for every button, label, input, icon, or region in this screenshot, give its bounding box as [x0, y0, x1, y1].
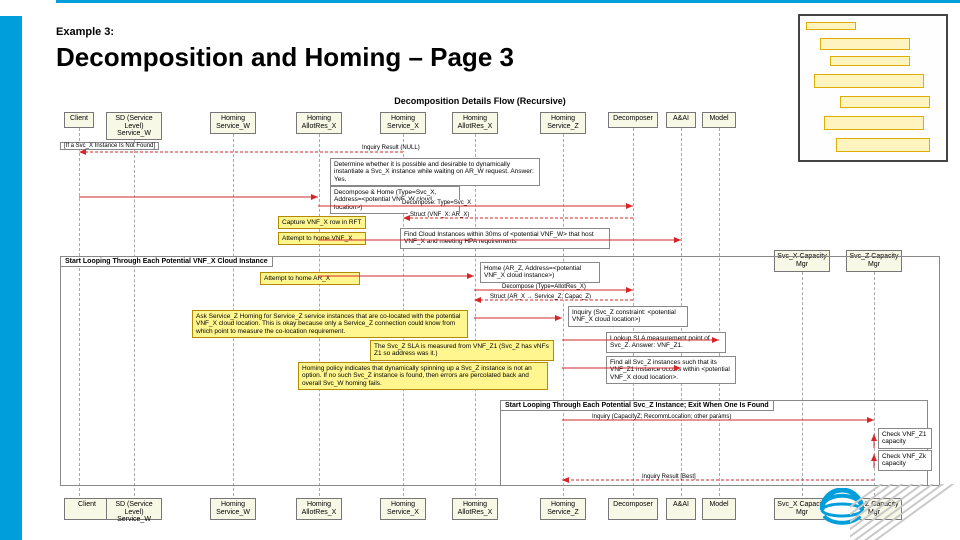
msg-decompose-svcx: Decompose: Type=Svc_X: [400, 200, 473, 206]
slide: Example 3: Decomposition and Homing – Pa…: [0, 0, 960, 540]
corner-stripes: [850, 484, 960, 540]
note-determine: Determine whether it is possible and des…: [330, 158, 540, 186]
lifeline-haxx: Homing AllotRes_X: [452, 112, 498, 134]
lifeline-bottom-asai: A&AI: [666, 498, 696, 520]
note-home-arz: Home (AR_Z, Address=<potential VNF_X clo…: [480, 262, 600, 283]
msg-struct-arx: Struct (AR_X → Service_Z; Capac_Z): [488, 294, 593, 300]
lifeline-bottom-model: Model: [702, 498, 736, 520]
note-capture-vnfx: Capture VNF_X row in RFT: [278, 216, 366, 229]
lifeline-model: Model: [702, 112, 736, 128]
note-find-cloud: Find Cloud Instances within 30ms of <pot…: [400, 228, 610, 249]
msg-inquiry-capacity: Inquiry (CapacityZ; RecommLocation; othe…: [590, 414, 733, 420]
diagram-title: Decomposition Details Flow (Recursive): [394, 96, 566, 106]
lifeline-bottom-haxx: Homing AllotRes_X: [452, 498, 498, 520]
note-sla: The Svc_Z SLA is measured from VNF_Z1 (S…: [370, 340, 554, 361]
lifeline-bottom-hsz: Homing Service_Z: [540, 498, 586, 520]
loop2-label: Start Looping Through Each Potential Svc…: [500, 400, 774, 411]
lifeline-bottom-hsx: Homing Service_X: [380, 498, 426, 520]
note-check-vnfz1: Check VNF_Z1 capacity: [878, 428, 932, 449]
lifeline-bottom-hax: Homing AllotRes_X: [296, 498, 342, 520]
note-inquiry-svcz: Inquiry (Svc_Z constraint: <potential VN…: [568, 306, 688, 327]
loop-frame-2: Start Looping Through Each Potential Svc…: [500, 400, 928, 486]
note-lookup-sla: Lookup SLA measurement point of Svc_Z. A…: [606, 332, 726, 353]
page-title: Decomposition and Homing – Page 3: [56, 42, 514, 73]
lifeline-bottom-dec: Decomposer: [608, 498, 658, 520]
alt-frame-label: [If a Svc_X Instance Is Not Found]: [60, 142, 159, 150]
lifeline-dec: Decomposer: [608, 112, 658, 128]
left-accent-bar: [0, 16, 22, 540]
nav-thumbnail[interactable]: [798, 14, 948, 162]
note-attempt-arx: Attempt to home AR_X: [260, 272, 360, 285]
msg-struct-vnfx: Struct (VNF_X: AR_X): [408, 212, 471, 218]
note-attempt-vnfx: Attempt to home VNF_X: [278, 232, 366, 245]
note-ask-svcz: Ask Service_Z Homing for Service_Z servi…: [192, 310, 468, 338]
note-find-svcz: Find all Svc_Z instances such that its V…: [606, 356, 736, 384]
lifeline-hsz: Homing Service_Z: [540, 112, 586, 134]
lifeline-hax: Homing AllotRes_X: [296, 112, 342, 134]
loop1-label: Start Looping Through Each Potential VNF…: [60, 256, 273, 267]
lifeline-hsx: Homing Service_X: [380, 112, 426, 134]
lifeline-bottom-hw: Homing Service_W: [210, 498, 256, 520]
lifeline-hw: Homing Service_W: [210, 112, 256, 134]
note-check-vnfzk: Check VNF_Zk capacity: [878, 450, 932, 471]
lifeline-bottom-client: Client: [64, 498, 110, 520]
msg-decompose-arx: Decompose (Type=AllotRes_X): [500, 284, 588, 290]
lifeline-asai: A&AI: [666, 112, 696, 128]
lifeline-bottom-sd: SD (Service Level) Service_W: [106, 498, 162, 520]
lifeline-client: Client: [64, 112, 94, 128]
msg-inquiry-null: Inquiry Result (NULL): [360, 145, 422, 151]
msg-inquiry-result: Inquiry Result [Best]: [640, 474, 698, 480]
example-label: Example 3:: [56, 26, 114, 38]
lifeline-sd: SD (Service Level) Service_W: [106, 112, 162, 140]
note-policy: Homing policy indicates that dynamically…: [298, 362, 548, 390]
top-rule: [56, 0, 960, 3]
